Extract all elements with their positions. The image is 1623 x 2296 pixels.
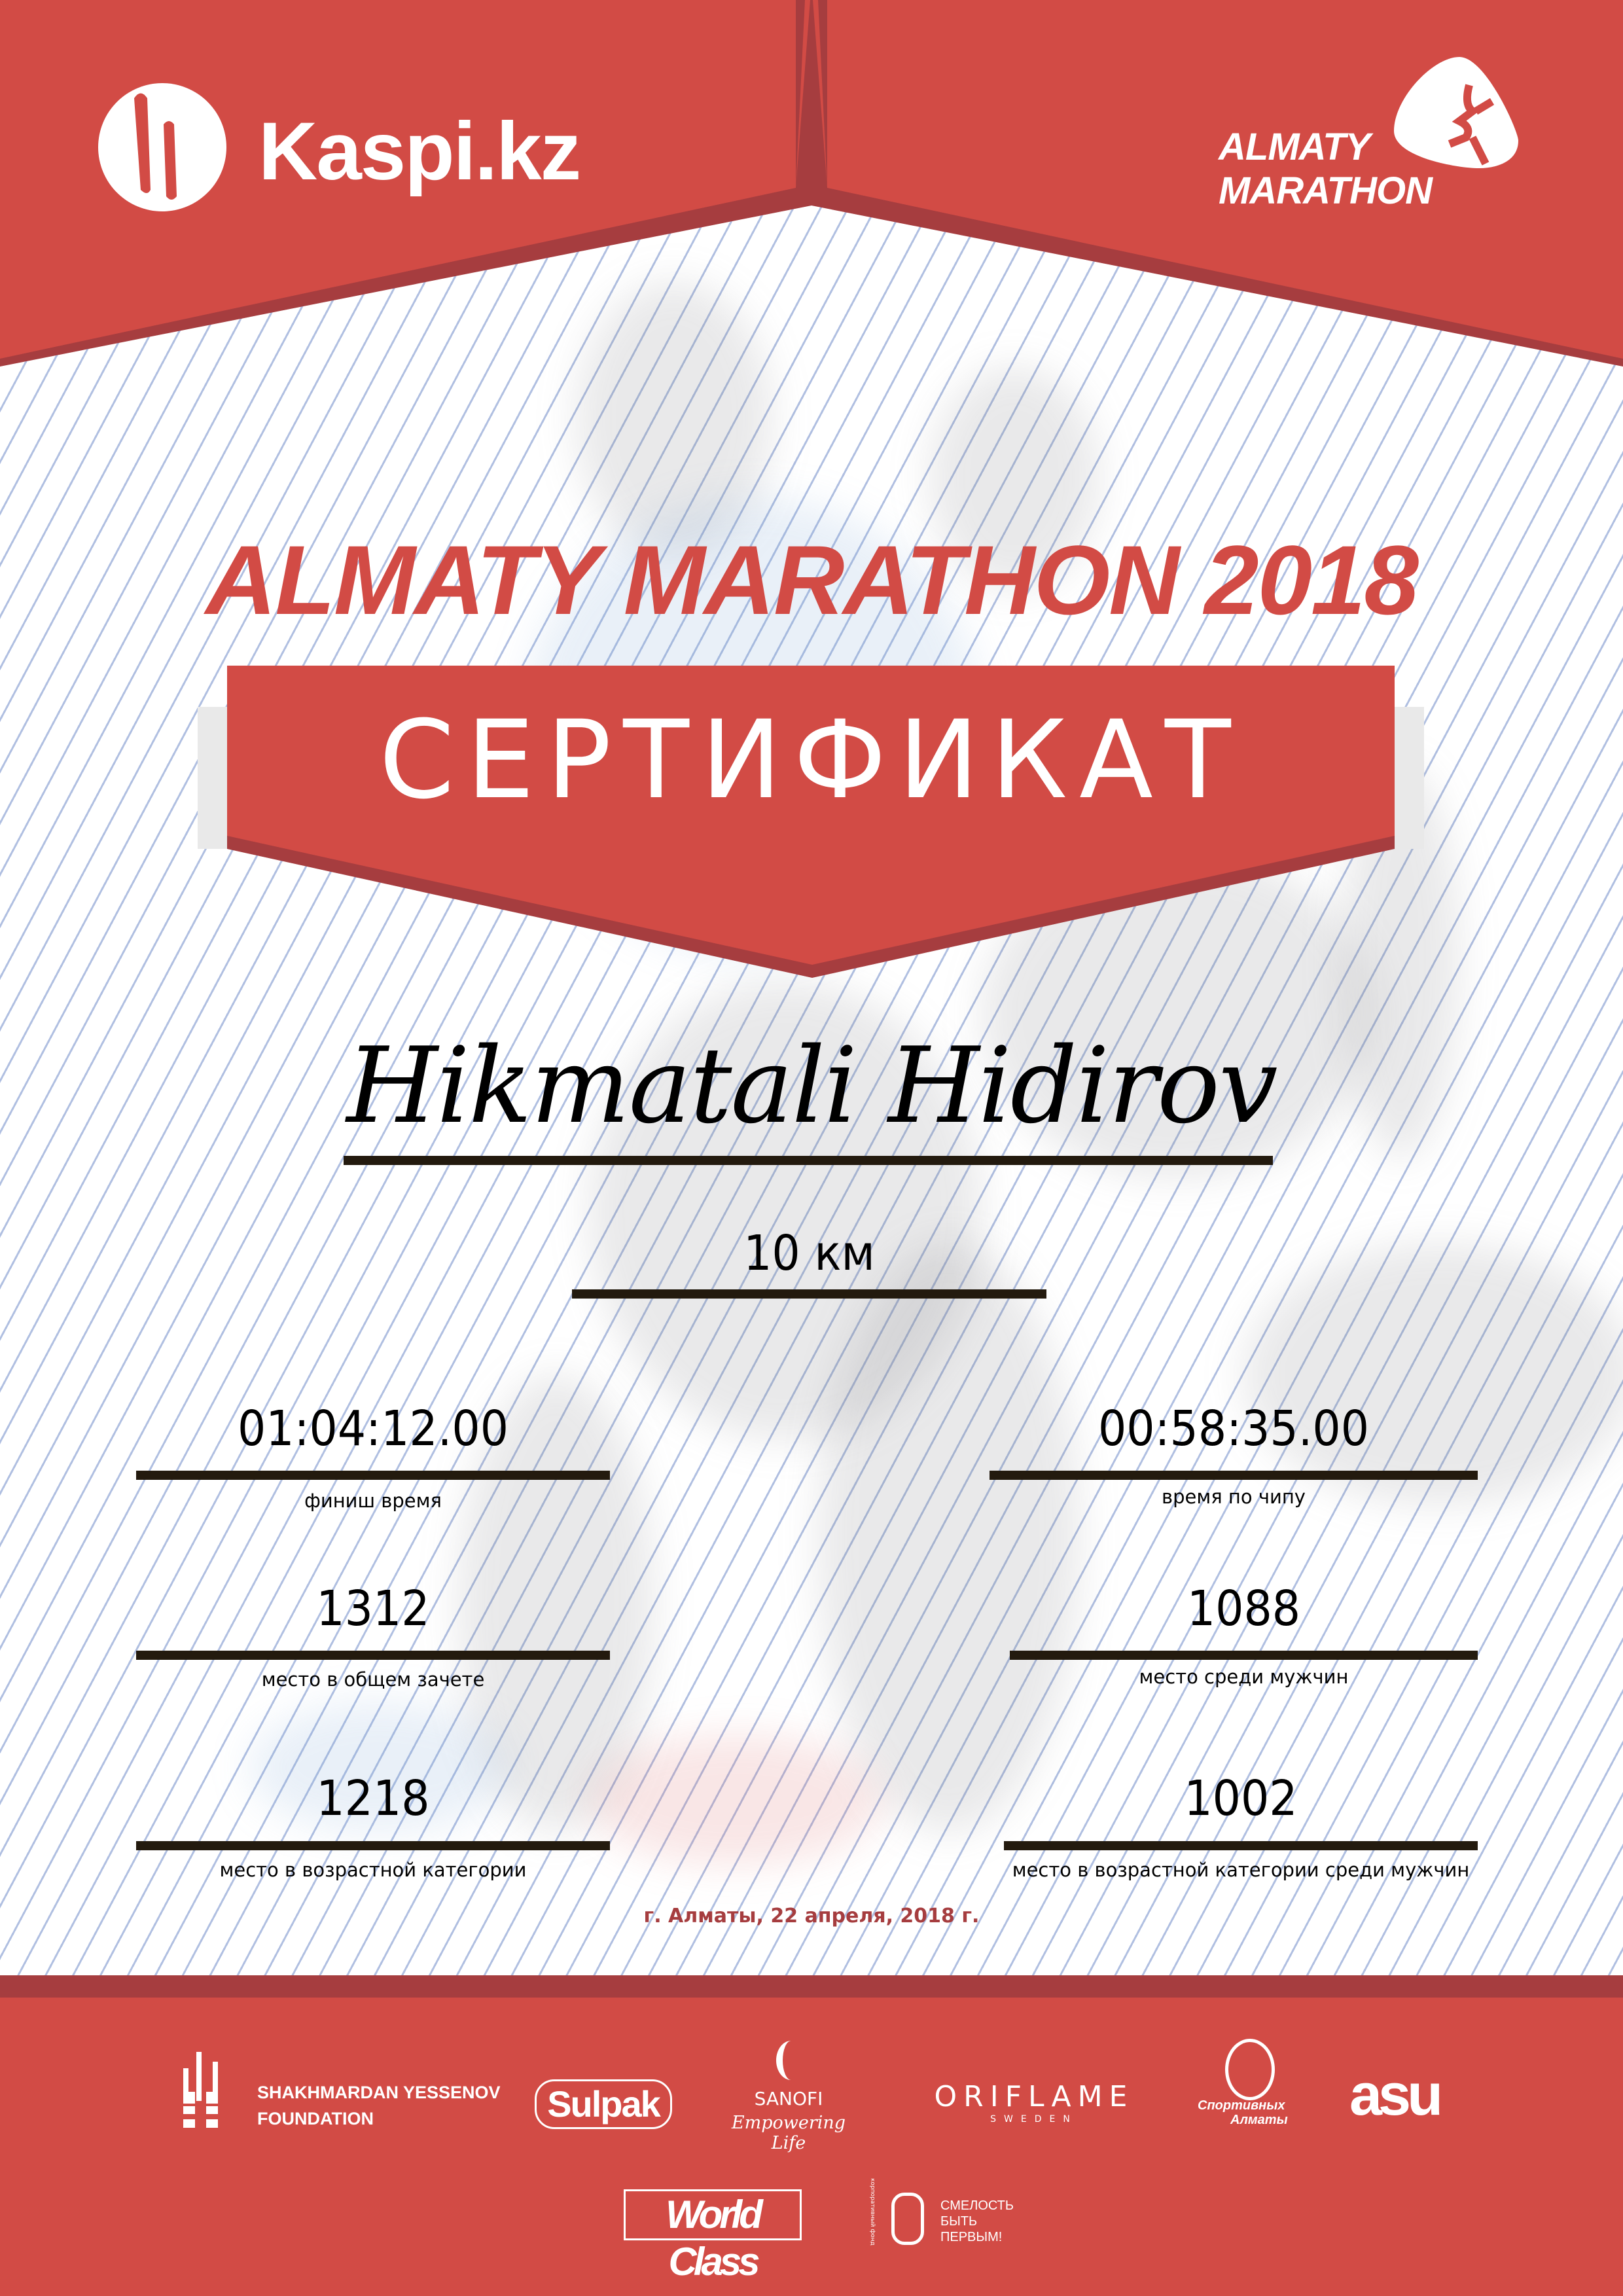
event-title: ALMATY MARATHON 2018 [205,525,1419,635]
finish-time-value: 01:04:12.00 [237,1401,509,1457]
emblem-icon [1225,2039,1275,2100]
chip-time-value: 00:58:35.00 [1097,1401,1370,1457]
age-place-value: 1218 [316,1770,430,1827]
almaty-logo-line1: ALMATY [1219,126,1370,168]
smelost-line2: БЫТЬ [940,2214,978,2229]
men-place-value: 1088 [1186,1581,1301,1637]
underline [136,1471,610,1480]
certificate-heading: СЕРТИФИКАТ [379,697,1243,823]
overall-place-label: место в общем зачете [261,1668,485,1691]
yessenov-line1: SHAKHMARDAN YESSENOV [257,2083,501,2102]
underline [136,1841,610,1850]
underline [1010,1651,1478,1660]
underline [136,1651,610,1660]
age-place-label: место в возрастной категории [219,1859,527,1881]
sanofi-tagline: Empowering Life [731,2113,846,2153]
distance-value: 10 км [743,1225,875,1282]
sanofi-bird-icon [776,2041,806,2080]
footer-stripe [0,1975,1623,1999]
participant-name: Hikmatali Hidirov [346,1024,1277,1147]
oriflame-sub: SWEDEN [990,2114,1078,2125]
men-place-label: место среди мужчин [1139,1666,1349,1688]
sportivnyh-line1: Спортивных [1198,2098,1285,2113]
overall-place-value: 1312 [316,1581,430,1637]
sanofi-name: SANOFI [754,2088,823,2109]
name-underline [344,1156,1273,1165]
smelost-line3: ПЕРВЫМ! [940,2230,1003,2244]
person-icon [891,2193,924,2245]
almaty-logo-line2: MARATHON [1219,170,1433,212]
underline [1004,1841,1478,1850]
oriflame-name: ORIFLAME [934,2080,1134,2113]
kaspi-logo-text: Kaspi.kz [259,106,581,197]
underline [990,1471,1478,1480]
sportivnyh-line2: Алматы [1230,2113,1288,2127]
yessenov-line2: FOUNDATION [257,2109,374,2128]
smelost-line1: СМЕЛОСТЬ [940,2198,1014,2213]
distance-underline [572,1289,1046,1299]
date-place: г. Алматы, 22 апреля, 2018 г. [643,1905,980,1928]
chip-time-label: время по чипу [1162,1486,1306,1508]
finish-time-label: финиш время [304,1490,442,1512]
sulpak-logo: Sulpak [535,2079,672,2129]
asu-logo: asu [1349,2062,1443,2128]
smelost-ring-text: корпоративный фонд [869,2178,876,2246]
age-men-place-label: место в возрастной категории среди мужчи… [1012,1859,1470,1881]
sponsors-footer [0,1998,1623,2296]
age-men-place-value: 1002 [1184,1770,1298,1827]
worldclass-logo: World Class [624,2189,802,2284]
